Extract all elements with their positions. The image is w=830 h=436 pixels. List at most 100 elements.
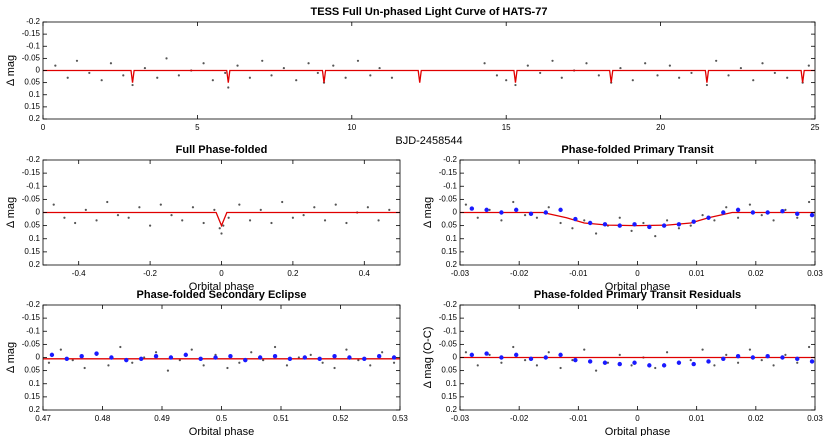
data-point [559, 221, 562, 225]
binned-point [661, 223, 667, 228]
binned-point [602, 222, 608, 227]
data-point [678, 76, 681, 79]
data-point [701, 214, 704, 217]
data-point [665, 351, 669, 354]
binned-point [587, 359, 593, 364]
binned-point [617, 223, 622, 228]
data-point [47, 361, 51, 364]
data-point [224, 71, 227, 75]
y-axis-label: Δ mag [5, 197, 17, 228]
binned-point [49, 352, 55, 358]
data-point [727, 74, 730, 77]
data-point [166, 369, 170, 372]
data-point [642, 221, 645, 225]
x-tick-label: 10 [347, 123, 356, 132]
data-point [488, 208, 491, 211]
binned-point [647, 363, 652, 368]
chart-title: Phase-folded Secondary Eclipse [137, 289, 307, 301]
binned-point [499, 355, 504, 360]
binned-point [228, 353, 233, 359]
y-tick-label: 0.2 [446, 260, 458, 269]
data-point [285, 364, 289, 367]
data-point [560, 76, 563, 79]
y-tick-label: -0.15 [22, 313, 41, 322]
binned-point [213, 355, 218, 360]
binned-point [138, 356, 144, 362]
data-point [156, 76, 159, 79]
x-axis-label: Orbital phase [189, 281, 254, 293]
y-tick-label: -0.1 [443, 326, 457, 335]
binned-point [469, 352, 475, 358]
data-point [344, 76, 347, 79]
data-point [796, 361, 799, 364]
y-tick-label: 0.15 [24, 392, 40, 401]
x-tick-label: -0.02 [510, 414, 529, 423]
data-point [248, 76, 251, 79]
x-tick-label: -0.4 [72, 269, 86, 278]
data-point [571, 359, 574, 362]
data-point [250, 351, 253, 354]
y-tick-label: -0.1 [26, 181, 40, 190]
data-point [66, 76, 69, 79]
x-tick-label: 0.48 [95, 414, 111, 423]
data-point [178, 359, 181, 362]
data-point [377, 219, 380, 222]
binned-point [573, 357, 578, 363]
binned-point [257, 355, 263, 360]
data-point [631, 79, 634, 82]
binned-point [735, 353, 741, 359]
model-line [43, 69, 815, 83]
data-point [715, 59, 718, 62]
data-point [366, 206, 369, 209]
x-tick-label: 25 [811, 123, 820, 132]
binned-point [243, 357, 248, 363]
data-point [761, 62, 764, 65]
data-point [668, 64, 671, 67]
y-tick-label: 0.2 [446, 405, 458, 414]
y-tick-label: -0.2 [443, 300, 457, 309]
y-tick-label: -0.05 [439, 339, 458, 348]
data-point [59, 348, 62, 351]
y-tick-label: 0 [36, 66, 41, 75]
data-point [75, 59, 79, 62]
data-point [594, 232, 598, 235]
data-point [689, 359, 692, 362]
data-point [772, 219, 775, 222]
binned-point [287, 356, 293, 362]
data-point [739, 66, 742, 70]
data-point [760, 214, 763, 217]
binned-point [558, 207, 563, 213]
binned-point [780, 208, 785, 214]
data-point [107, 364, 110, 367]
data-point [512, 345, 515, 349]
data-point [226, 366, 229, 370]
data-point [88, 71, 91, 75]
data-point [291, 216, 294, 219]
data-point [547, 206, 550, 209]
y-tick-label: 0.1 [29, 234, 41, 243]
binned-point [499, 210, 504, 215]
binned-point [661, 363, 667, 368]
data-point [796, 216, 799, 219]
data-point [143, 66, 147, 70]
data-point [307, 62, 310, 65]
data-point [630, 364, 633, 367]
data-point [535, 216, 539, 219]
x-tick-label: 0.02 [748, 269, 764, 278]
data-point [585, 62, 588, 65]
y-tick-label: -0.05 [439, 194, 458, 203]
y-tick-label: 0.05 [24, 366, 40, 375]
binned-point [153, 353, 159, 359]
data-point [654, 366, 657, 370]
y-axis-label: Δ mag [5, 55, 17, 86]
y-tick-label: -0.05 [22, 53, 41, 62]
data-point [191, 206, 195, 209]
data-point [505, 79, 508, 82]
binned-point [617, 361, 622, 367]
y-axis-label: Δ mag (O-C) [422, 327, 434, 389]
data-point [483, 62, 486, 65]
data-point [539, 71, 542, 75]
data-point [583, 219, 586, 222]
model-line [43, 211, 400, 228]
data-point [131, 361, 134, 364]
